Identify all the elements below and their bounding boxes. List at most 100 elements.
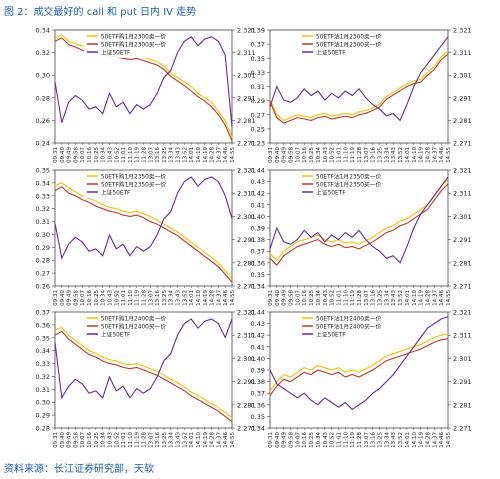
x-tick-label: 13:43: [176, 290, 182, 306]
x-tick-label: 09:31: [53, 290, 59, 306]
y-tick-label: 0.25: [251, 125, 265, 133]
y-tick-label: 0.30: [36, 231, 50, 239]
x-tick-label: 13:25: [162, 147, 168, 163]
x-tick-label: 13:07: [364, 147, 370, 163]
x-tick-label: 14:55: [230, 147, 236, 163]
y2-tick-label: 2.321: [237, 309, 256, 317]
legend-label: 50ETF沽1月2300卖一价: [316, 33, 382, 41]
y-tick-label: 0.37: [251, 248, 265, 256]
x-tick-label: 13:52: [398, 147, 404, 163]
x-tick-label: 14:55: [230, 290, 236, 306]
x-tick-label: 10:52: [330, 290, 336, 306]
x-tick-label: 11:10: [343, 432, 349, 448]
x-tick-label: 14:19: [203, 290, 209, 306]
y-tick-label: 0.39: [251, 367, 265, 375]
x-tick-label: 13:52: [182, 147, 188, 163]
x-tick-label: 14:19: [419, 290, 425, 306]
legend-label: 50ETF沽1月2400卖一价: [316, 315, 382, 323]
y2-tick-label: 2.321: [237, 167, 256, 175]
y-tick-label: 0.28: [36, 425, 50, 433]
x-tick-label: 11:10: [343, 290, 349, 306]
x-tick-label: 11:28: [357, 147, 363, 163]
x-tick-label: 09:31: [53, 147, 59, 163]
x-tick-label: 14:46: [223, 147, 229, 163]
x-tick-label: 10:34: [316, 432, 322, 448]
x-tick-label: 13:43: [391, 147, 397, 163]
y-tick-label: 0.32: [36, 373, 50, 381]
y2-tick-label: 2.301: [453, 355, 472, 363]
x-tick-label: 09:49: [67, 147, 73, 163]
x-tick-label: 13:07: [148, 147, 154, 163]
legend-label: 50ETF沽1月2350卖一价: [316, 173, 382, 181]
y-tick-label: 0.41: [251, 201, 265, 209]
x-tick-label: 09:49: [282, 290, 288, 306]
legend-box: [83, 171, 172, 198]
legend-label: 50ETF购1月2400买一价: [101, 323, 167, 331]
x-tick-label: 11:19: [350, 147, 356, 163]
y2-tick-label: 2.281: [237, 259, 256, 267]
y-tick-label: 0.42: [251, 190, 265, 198]
y-tick-label: 0.40: [251, 355, 265, 363]
x-tick-label: 10:07: [295, 432, 301, 448]
x-tick-label: 10:34: [101, 147, 107, 163]
figure-title: 图 2：成交最好的 call 和 put 日内 IV 走势: [4, 7, 197, 18]
x-tick-label: 13:07: [148, 432, 154, 448]
y-tick-label: 0.34: [36, 27, 50, 35]
y-tick-label: 0.23: [251, 140, 265, 148]
y2-tick-label: 2.311: [237, 190, 256, 198]
x-tick-label: 09:49: [282, 147, 288, 163]
legend-label: 50ETF购1月2400卖一价: [101, 315, 167, 323]
x-tick-label: 13:25: [162, 432, 168, 448]
x-tick-label: 14:10: [196, 432, 202, 448]
x-tick-label: 11:01: [336, 147, 342, 163]
x-tick-label: 10:34: [316, 147, 322, 163]
y-tick-label: 0.44: [251, 167, 265, 175]
y-tick-label: 0.32: [36, 205, 50, 213]
x-tick-label: 14:01: [405, 147, 411, 163]
chart-panel-4: 0.34 0.35 0.36 0.37 0.38 0.39 0.40 0.41 0.42 0.43…: [251, 167, 472, 306]
y-tick-label: 0.28: [36, 257, 50, 265]
x-tick-label: 14:01: [189, 147, 195, 163]
x-tick-label: 10:43: [107, 290, 113, 306]
y2-tick-label: 2.301: [453, 72, 472, 80]
y-tick-label: 0.36: [36, 321, 50, 329]
x-tick-label: 13:25: [162, 290, 168, 306]
series-line: [269, 338, 449, 396]
legend-label: 50ETF沽1月2400买一价: [316, 323, 382, 331]
chart-panel-5: 0.28 0.29 0.30 0.31 0.32 0.33 0.34 0.35 0.36 0.37…: [36, 309, 256, 448]
y-tick-label: 0.30: [36, 399, 50, 407]
x-tick-label: 10:52: [330, 432, 336, 448]
x-tick-label: 10:07: [80, 147, 86, 163]
x-tick-label: 10:16: [302, 432, 308, 448]
x-tick-label: 10:43: [323, 290, 329, 306]
x-tick-label: 13:34: [169, 290, 175, 306]
y-tick-label: 0.29: [251, 97, 265, 105]
x-tick-label: 09:49: [282, 432, 288, 448]
legend-label: 50ETF购1月2300卖一价: [101, 33, 167, 41]
y2-tick-label: 2.301: [237, 213, 256, 221]
x-tick-label: 09:31: [53, 432, 59, 448]
x-tick-label: 10:34: [316, 290, 322, 306]
y2-tick-label: 2.271: [453, 283, 472, 291]
x-tick-label: 10:43: [323, 432, 329, 448]
x-tick-label: 14:19: [419, 147, 425, 163]
x-tick-label: 11:01: [121, 432, 127, 448]
x-tick-label: 13:34: [384, 290, 390, 306]
y-tick-label: 0.35: [251, 55, 265, 63]
y-tick-label: 0.37: [251, 390, 265, 398]
y2-tick-label: 2.271: [453, 425, 472, 433]
x-tick-label: 10:34: [101, 290, 107, 306]
x-tick-label: 11:28: [142, 432, 148, 448]
x-tick-label: 10:16: [87, 147, 93, 163]
legend-box: [299, 171, 388, 198]
x-tick-label: 11:10: [128, 432, 134, 448]
x-tick-label: 13:34: [384, 147, 390, 163]
series-line: [269, 316, 449, 411]
x-tick-label: 09:40: [275, 432, 281, 448]
series-line: [269, 183, 449, 266]
x-tick-label: 14:28: [425, 432, 431, 448]
y2-tick-label: 2.301: [237, 355, 256, 363]
legend-label: 上证50ETF: [316, 331, 346, 339]
x-tick-label: 13:34: [169, 432, 175, 448]
